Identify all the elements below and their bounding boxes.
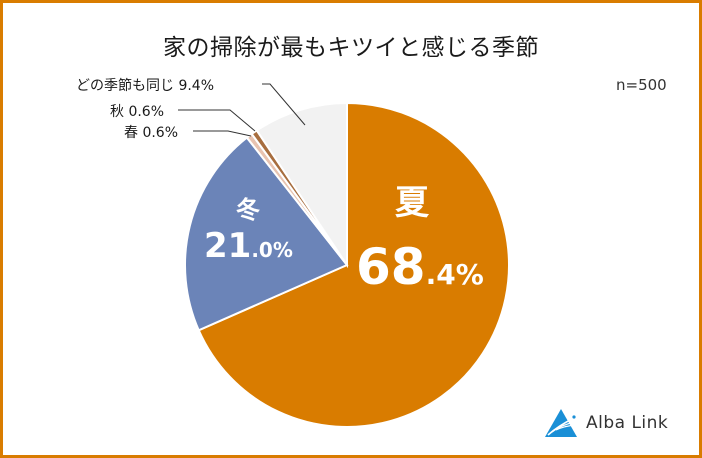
callout-same: どの季節も同じ 9.4% xyxy=(76,78,215,94)
sample-size-label: n=500 xyxy=(616,76,667,94)
alba-link-logo-icon xyxy=(545,409,577,437)
leader-line-spring xyxy=(193,130,252,137)
chart-title: 家の掃除が最もキツイと感じる季節 xyxy=(163,35,539,61)
pie-slice-summer xyxy=(197,101,510,428)
slice-value-winter: 21.0% xyxy=(204,226,314,266)
slice-label-winter: 冬 xyxy=(218,196,278,224)
brand-name: Alba Link xyxy=(586,413,669,433)
callout-autumn: 秋 0.6% xyxy=(110,104,165,120)
pie-slice-same xyxy=(255,101,348,269)
leader-line-autumn xyxy=(178,109,256,132)
leader-line-same xyxy=(262,83,306,126)
winter-int: 21 xyxy=(204,226,252,266)
slice-value-summer: 68.4% xyxy=(356,238,506,296)
winter-dec: .0% xyxy=(251,238,293,262)
callout-spring: 春 0.6% xyxy=(124,125,179,141)
summer-int: 68 xyxy=(356,238,426,296)
slice-label-summer: 夏 xyxy=(372,183,452,223)
summer-name: 夏 xyxy=(395,183,429,223)
winter-name: 冬 xyxy=(236,196,260,224)
summer-dec: .4% xyxy=(425,258,484,291)
pie-slice-winter xyxy=(184,136,349,332)
brand-logo: Alba Link xyxy=(544,408,668,438)
